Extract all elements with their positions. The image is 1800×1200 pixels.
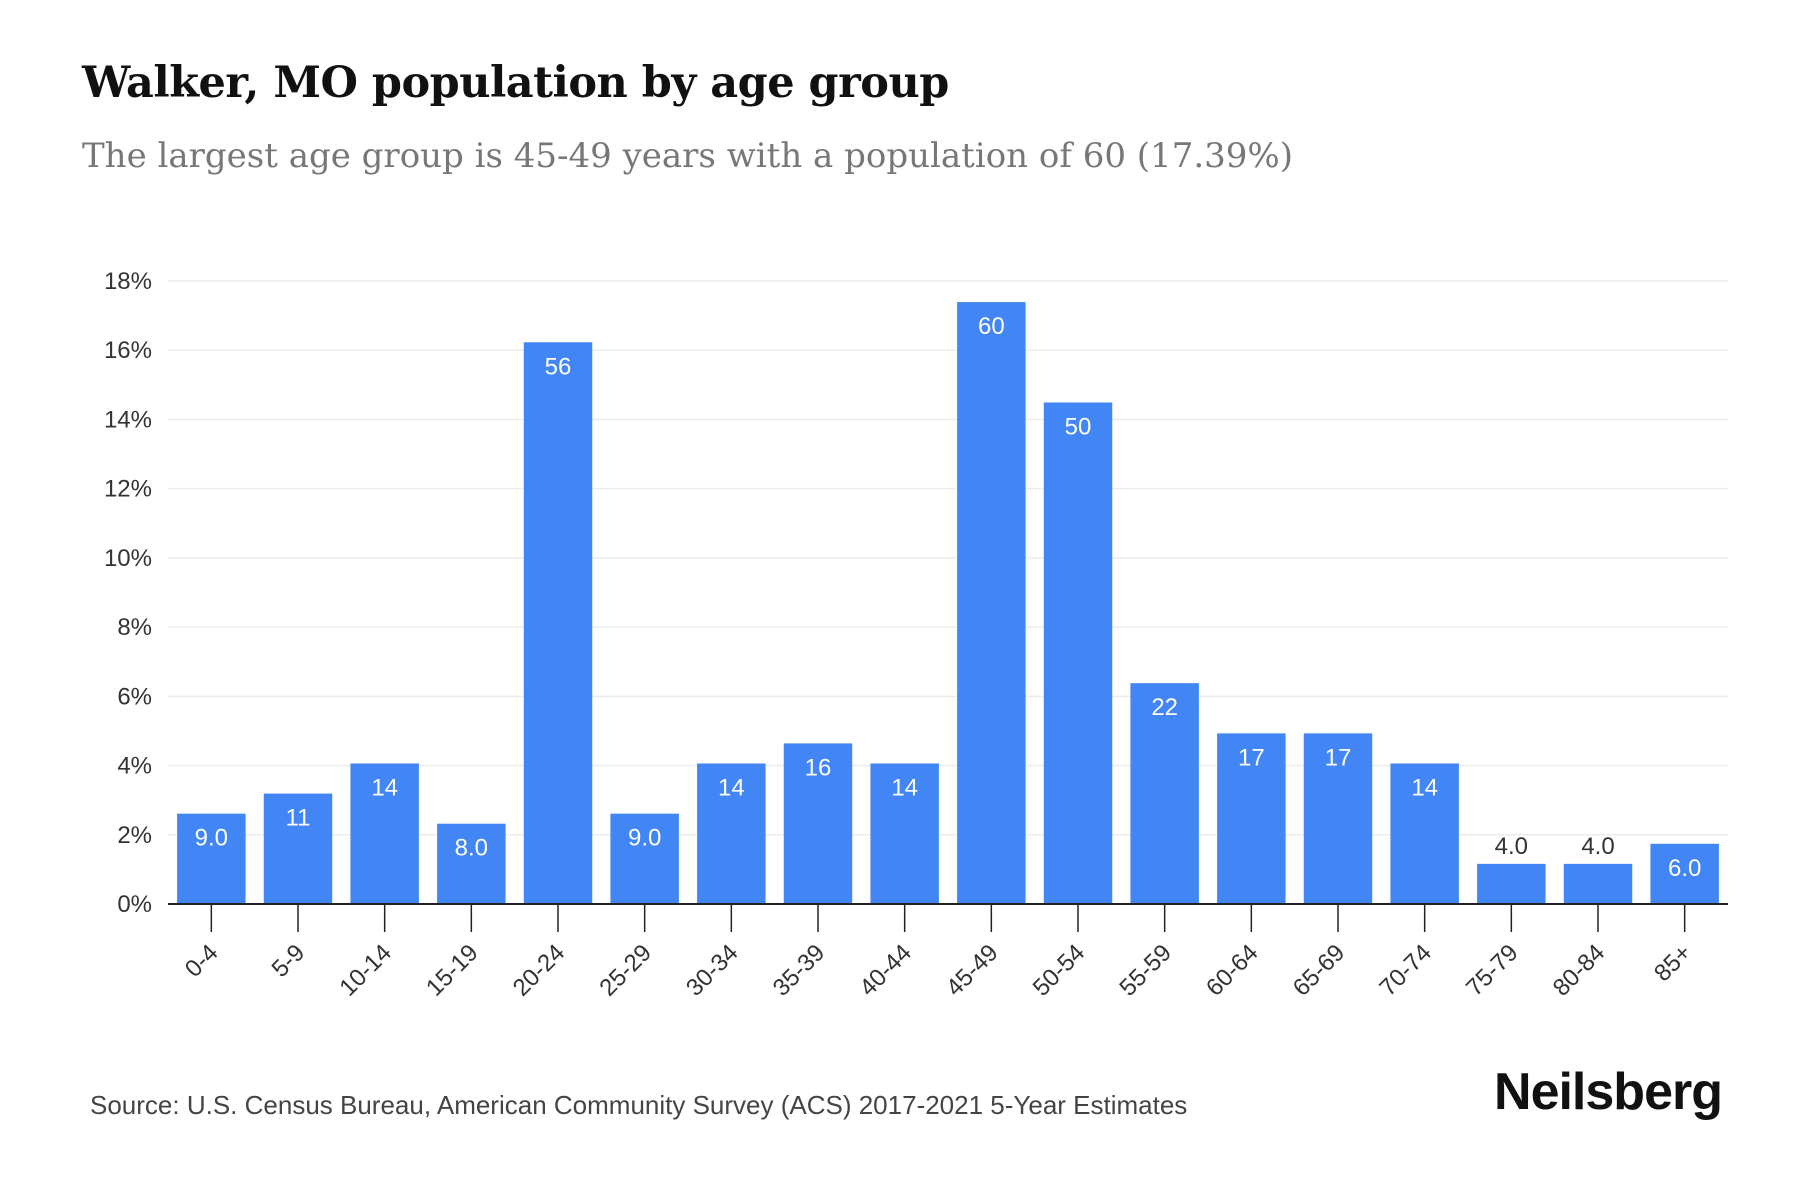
data-label: 16 (805, 754, 832, 781)
y-tick-label: 8% (117, 614, 152, 641)
bar-30-34 (697, 763, 766, 904)
bar-70-74 (1390, 763, 1459, 904)
x-tick-label: 20-24 (508, 939, 571, 1002)
bar-80-84 (1563, 863, 1633, 904)
x-tick-label: 5-9 (267, 939, 311, 983)
x-tick-label: 40-44 (854, 939, 917, 1002)
y-tick-label: 14% (104, 406, 152, 433)
bar-0-4 (177, 813, 246, 904)
data-label: 14 (1411, 774, 1438, 801)
bar-60-64 (1217, 733, 1286, 904)
y-tick-label: 4% (117, 753, 152, 780)
bar-5-9 (263, 793, 333, 904)
bar-15-19 (437, 823, 506, 904)
y-tick-label: 6% (117, 683, 152, 710)
x-tick-label: 25-29 (594, 939, 657, 1002)
x-tick-label: 50-54 (1028, 939, 1091, 1002)
data-label: 14 (718, 774, 745, 801)
bar-chart: 0% 2% 4% 6% 8% 10% 12% 14% 16% 18% 9.0 0-4 11 5-9 14 10… (104, 268, 1728, 1002)
y-tick-label: 0% (117, 891, 152, 918)
bar-35-39 (783, 743, 853, 904)
bar-55-59 (1130, 683, 1199, 904)
brand-logo: Neilsberg (1494, 1063, 1723, 1121)
data-label: 50 (1065, 413, 1092, 440)
x-tick-label: 0-4 (180, 939, 224, 983)
source-note: Source: U.S. Census Bureau, American Com… (90, 1090, 1188, 1120)
x-tick-label: 30-34 (681, 939, 744, 1002)
bar-10-14 (350, 763, 419, 904)
data-label: 6.0 (1668, 855, 1701, 882)
x-tick-label: 10-14 (334, 939, 397, 1002)
bar-65-69 (1303, 733, 1373, 904)
bar-85+ (1650, 843, 1719, 904)
bar-25-29 (610, 813, 679, 904)
x-tick-label: 85+ (1649, 939, 1697, 987)
x-tick-label: 70-74 (1374, 939, 1437, 1002)
data-label: 17 (1238, 744, 1265, 771)
x-tick-label: 55-59 (1114, 939, 1177, 1002)
y-tick-label: 2% (117, 822, 152, 849)
y-tick-label: 16% (104, 337, 152, 364)
data-label: 60 (978, 313, 1005, 340)
bar-50-54 (1043, 402, 1113, 904)
x-tick-label: 35-39 (768, 939, 831, 1002)
x-tick-label: 60-64 (1201, 939, 1264, 1002)
data-label: 4.0 (1581, 833, 1614, 860)
chart-subtitle: The largest age group is 45-49 years wit… (82, 136, 1293, 176)
chart-title: Walker, MO population by age group (82, 58, 949, 108)
data-label: 4.0 (1495, 833, 1528, 860)
data-label: 9.0 (195, 825, 228, 852)
data-label: 56 (545, 353, 572, 380)
data-label: 14 (371, 774, 398, 801)
x-tick-label: 65-69 (1288, 939, 1351, 1002)
data-label: 8.0 (455, 835, 488, 862)
data-label: 14 (891, 774, 918, 801)
data-label: 17 (1325, 744, 1352, 771)
y-tick-label: 12% (104, 476, 152, 503)
x-tick-label: 80-84 (1548, 939, 1611, 1002)
x-tick-label: 75-79 (1461, 939, 1524, 1002)
y-tick-label: 10% (104, 545, 152, 572)
bar-75-79 (1477, 863, 1546, 904)
x-tick-label: 45-49 (941, 939, 1004, 1002)
data-label: 22 (1151, 694, 1178, 721)
data-label: 9.0 (628, 825, 661, 852)
x-tick-label: 15-19 (421, 939, 484, 1002)
bar-45-49 (957, 302, 1026, 904)
data-label: 11 (286, 805, 311, 832)
y-tick-label: 18% (104, 268, 152, 295)
bar-20-24 (523, 342, 593, 904)
bar-40-44 (870, 763, 939, 904)
